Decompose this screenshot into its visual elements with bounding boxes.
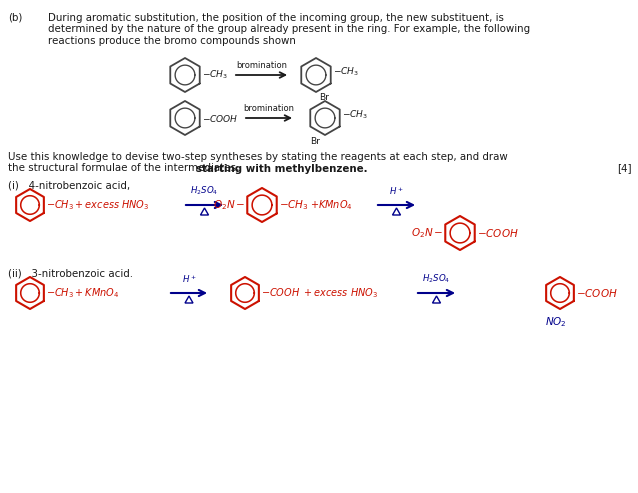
Text: Use this knowledge to devise two-step syntheses by stating the reagents at each : Use this knowledge to devise two-step sy… (8, 152, 508, 162)
Text: $H_2SO_4$: $H_2SO_4$ (190, 184, 219, 197)
Text: $-CH_3$: $-CH_3$ (342, 109, 368, 121)
Text: $-CH_3$: $-CH_3$ (279, 198, 309, 212)
Text: starting with methylbenzene.: starting with methylbenzene. (196, 164, 367, 174)
Text: (i)   4-nitrobenzoic acid,: (i) 4-nitrobenzoic acid, (8, 180, 130, 190)
Text: $-COOH$: $-COOH$ (477, 227, 519, 239)
Text: $-CH_3 + excess\ HNO_3$: $-CH_3 + excess\ HNO_3$ (46, 198, 149, 212)
Text: $-CH_3$: $-CH_3$ (202, 69, 228, 81)
Text: $-CH_3 + KMnO_4$: $-CH_3 + KMnO_4$ (46, 286, 119, 300)
Text: reactions produce the bromo compounds shown: reactions produce the bromo compounds sh… (48, 36, 296, 46)
Text: [4]: [4] (617, 164, 632, 174)
Text: $-CH_3$: $-CH_3$ (333, 66, 359, 78)
Text: $H_2SO_4$: $H_2SO_4$ (422, 273, 450, 285)
Text: $O_2N-$: $O_2N-$ (410, 226, 443, 240)
Text: $-COOH$: $-COOH$ (576, 287, 618, 299)
Text: $H^+$: $H^+$ (389, 185, 404, 197)
Text: During aromatic substitution, the position of the incoming group, the new substi: During aromatic substitution, the positi… (48, 13, 504, 23)
Text: Br: Br (319, 93, 329, 102)
Text: (b): (b) (8, 13, 22, 23)
Text: bromination: bromination (236, 61, 287, 70)
Text: the structural formulae of the intermediates,: the structural formulae of the intermedi… (8, 164, 242, 174)
Text: $-COOH$: $-COOH$ (202, 112, 239, 124)
Text: (ii)   3-nitrobenzoic acid.: (ii) 3-nitrobenzoic acid. (8, 268, 133, 278)
Text: determined by the nature of the group already present in the ring. For example, : determined by the nature of the group al… (48, 25, 530, 35)
Text: $NO_2$: $NO_2$ (545, 315, 567, 329)
Text: Br: Br (310, 137, 320, 146)
Text: $O_2N-$: $O_2N-$ (212, 198, 245, 212)
Text: $H^+$: $H^+$ (182, 273, 197, 285)
Text: $+ KMnO_4$: $+ KMnO_4$ (310, 198, 353, 212)
Text: $-COOH\ + excess\ HNO_3$: $-COOH\ + excess\ HNO_3$ (261, 286, 378, 300)
Text: bromination: bromination (244, 104, 295, 113)
